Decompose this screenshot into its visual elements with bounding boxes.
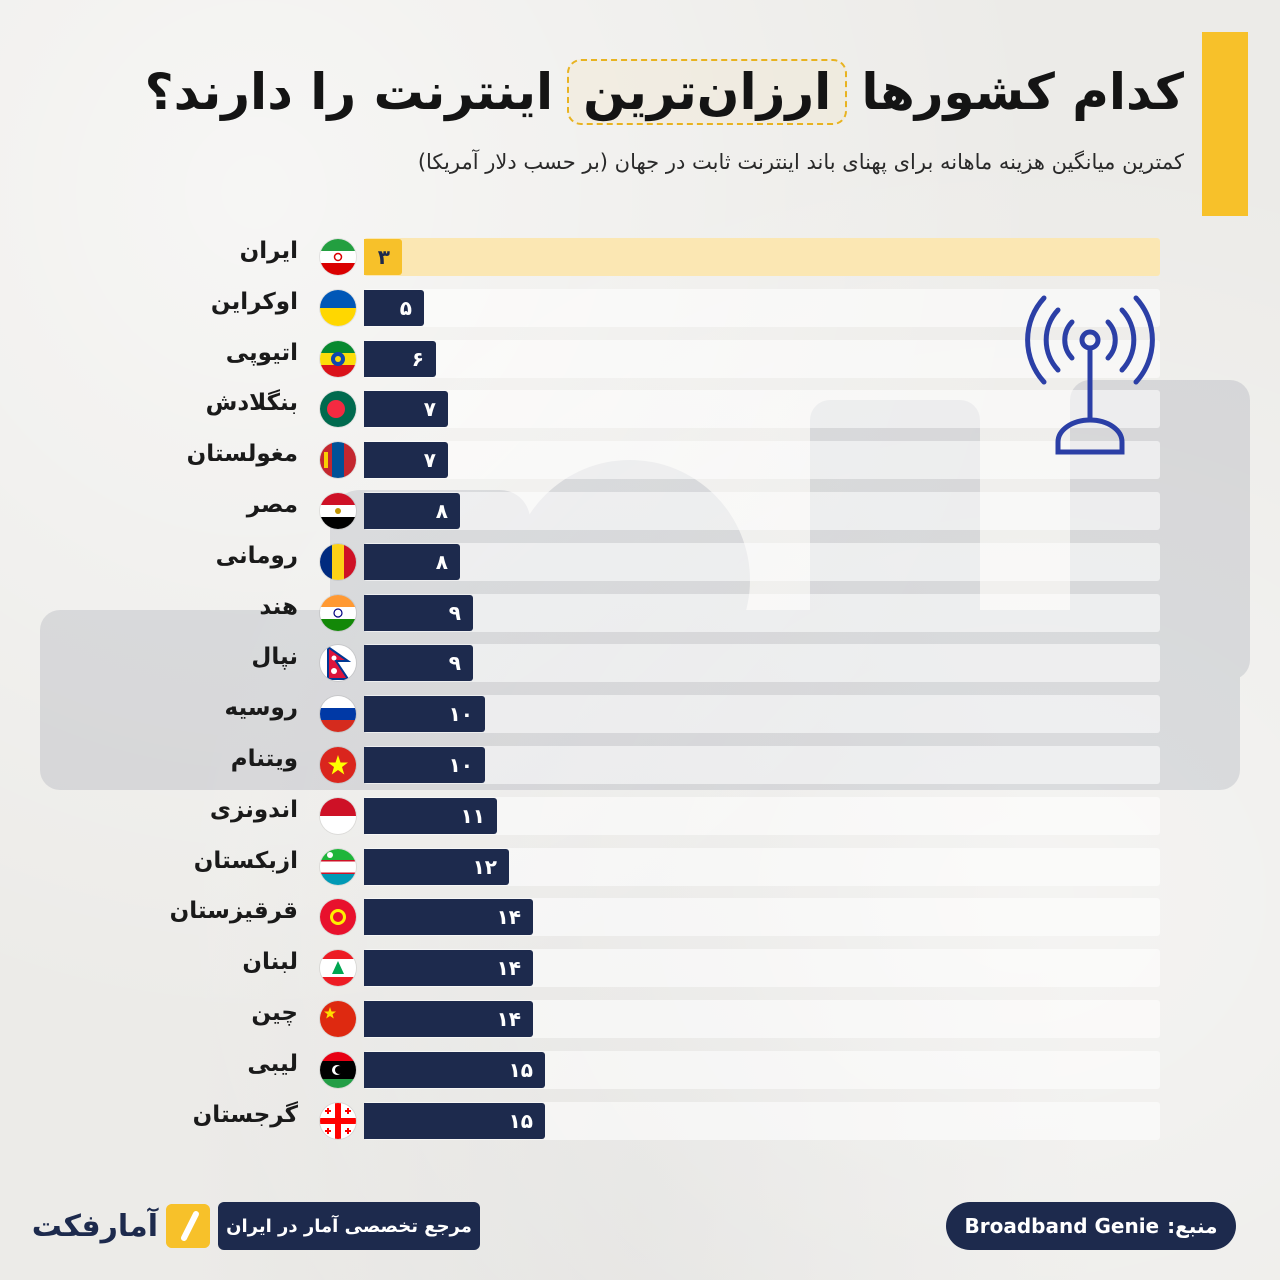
country-label: هند (259, 594, 298, 620)
kyrgyzstan-flag-icon (320, 899, 356, 935)
bar-value-label: ۱۰ (448, 753, 473, 777)
bar-value-label: ۵ (399, 296, 412, 320)
chart-subtitle: کمترین میانگین هزینه ماهانه برای پهنای ب… (417, 150, 1184, 174)
bar-value-label: ۱۴ (496, 1007, 521, 1031)
brand-tagline: مرجع تخصصی آمار در ایران (218, 1202, 480, 1250)
bar-value-label: ۱۴ (496, 905, 521, 929)
bar-track (364, 390, 1160, 428)
georgia-flag-icon (320, 1103, 356, 1139)
bar-5: ۷ (364, 442, 448, 478)
bar-2: ۵ (364, 290, 424, 326)
bar-16: ۱۴ (364, 1001, 533, 1037)
bar-value-label: ۷ (423, 448, 436, 472)
bar-track (364, 238, 1160, 276)
russia-flag-icon (320, 696, 356, 732)
country-label: قرقیزستان (169, 898, 298, 924)
country-label: نپال (251, 644, 298, 670)
ethiopia-flag-icon (320, 341, 356, 377)
chart-title: کدام کشورها ارزان‌ترین اینترنت را دارند؟ (145, 44, 1184, 140)
bar-value-label: ۱۱ (460, 804, 485, 828)
bar-value-label: ۷ (423, 397, 436, 421)
bar-value-label: ۸ (435, 499, 448, 523)
bar-value-label: ۱۵ (508, 1058, 533, 1082)
bar-9: ۹ (364, 645, 473, 681)
country-label: روسیه (224, 695, 299, 721)
uzbekistan-flag-icon (320, 849, 356, 885)
source-label: منبع: (1167, 1214, 1218, 1238)
brand-logo-icon (166, 1204, 210, 1248)
bar-track (364, 746, 1160, 784)
bar-15: ۱۴ (364, 950, 533, 986)
bar-value-label: ۱۴ (496, 956, 521, 980)
antenna-icon (1025, 295, 1155, 455)
bar-track (364, 441, 1160, 479)
bar-17: ۱۵ (364, 1052, 545, 1088)
source-name: Broadband Genie (964, 1214, 1160, 1238)
country-label: مصر (246, 492, 298, 518)
country-label: لیبی (247, 1051, 298, 1077)
accent-bar (1202, 32, 1248, 216)
bar-track (364, 492, 1160, 530)
bar-track (364, 644, 1160, 682)
country-label: رومانی (215, 543, 298, 569)
country-label: گرجستان (192, 1102, 298, 1128)
bar-11: ۱۰ (364, 747, 485, 783)
bar-track (364, 543, 1160, 581)
nepal-flag-icon (320, 645, 356, 681)
vietnam-flag-icon (320, 747, 356, 783)
source-badge: Broadband Genie منبع: (946, 1202, 1236, 1250)
country-label: ویتنام (230, 746, 298, 772)
bar-value-label: ۱۰ (448, 702, 473, 726)
mongolia-flag-icon (320, 442, 356, 478)
bar-value-label: ۹ (448, 651, 461, 675)
svg-text:آمارفکت: آمارفکت (32, 1207, 159, 1244)
country-label: مغولستان (186, 441, 298, 467)
bar-value-label: ۶ (411, 347, 424, 371)
bar-12: ۱۱ (364, 798, 497, 834)
country-label: ازبکستان (193, 848, 298, 874)
title-highlight: ارزان‌ترین (567, 59, 848, 125)
country-label: اندونزی (209, 797, 298, 823)
bar-13: ۱۲ (364, 849, 509, 885)
bar-track (364, 594, 1160, 632)
iran-flag-icon (320, 239, 356, 275)
country-label: اتیوپی (225, 340, 298, 366)
ukraine-flag-icon (320, 290, 356, 326)
china-flag-icon (320, 1001, 356, 1037)
title-part-2: اینترنت را دارند؟ (144, 63, 554, 121)
bar-18: ۱۵ (364, 1103, 545, 1139)
bar-1: ۳ (364, 239, 402, 275)
country-label: بنگلادش (205, 390, 298, 416)
country-label: لبنان (242, 949, 298, 975)
bar-track (364, 695, 1160, 733)
bar-7: ۸ (364, 544, 460, 580)
bar-14: ۱۴ (364, 899, 533, 935)
romania-flag-icon (320, 544, 356, 580)
bar-6: ۸ (364, 493, 460, 529)
title-part-1: کدام کشورها (861, 63, 1184, 121)
bangladesh-flag-icon (320, 391, 356, 427)
bar-value-label: ۳ (377, 245, 390, 269)
bar-8: ۹ (364, 595, 473, 631)
lebanon-flag-icon (320, 950, 356, 986)
egypt-flag-icon (320, 493, 356, 529)
bar-value-label: ۱۲ (472, 855, 497, 879)
libya-flag-icon (320, 1052, 356, 1088)
bar-value-label: ۱۵ (508, 1109, 533, 1133)
bar-4: ۷ (364, 391, 448, 427)
bar-value-label: ۹ (448, 601, 461, 625)
country-label: ایران (239, 238, 298, 264)
brand-logo: آمارفکت (32, 1207, 159, 1244)
country-label: چین (251, 1000, 298, 1026)
bar-10: ۱۰ (364, 696, 485, 732)
bar-track (364, 289, 1160, 327)
bar-3: ۶ (364, 341, 436, 377)
indonesia-flag-icon (320, 798, 356, 834)
country-label: اوکراین (210, 289, 298, 315)
india-flag-icon (320, 595, 356, 631)
bar-value-label: ۸ (435, 550, 448, 574)
